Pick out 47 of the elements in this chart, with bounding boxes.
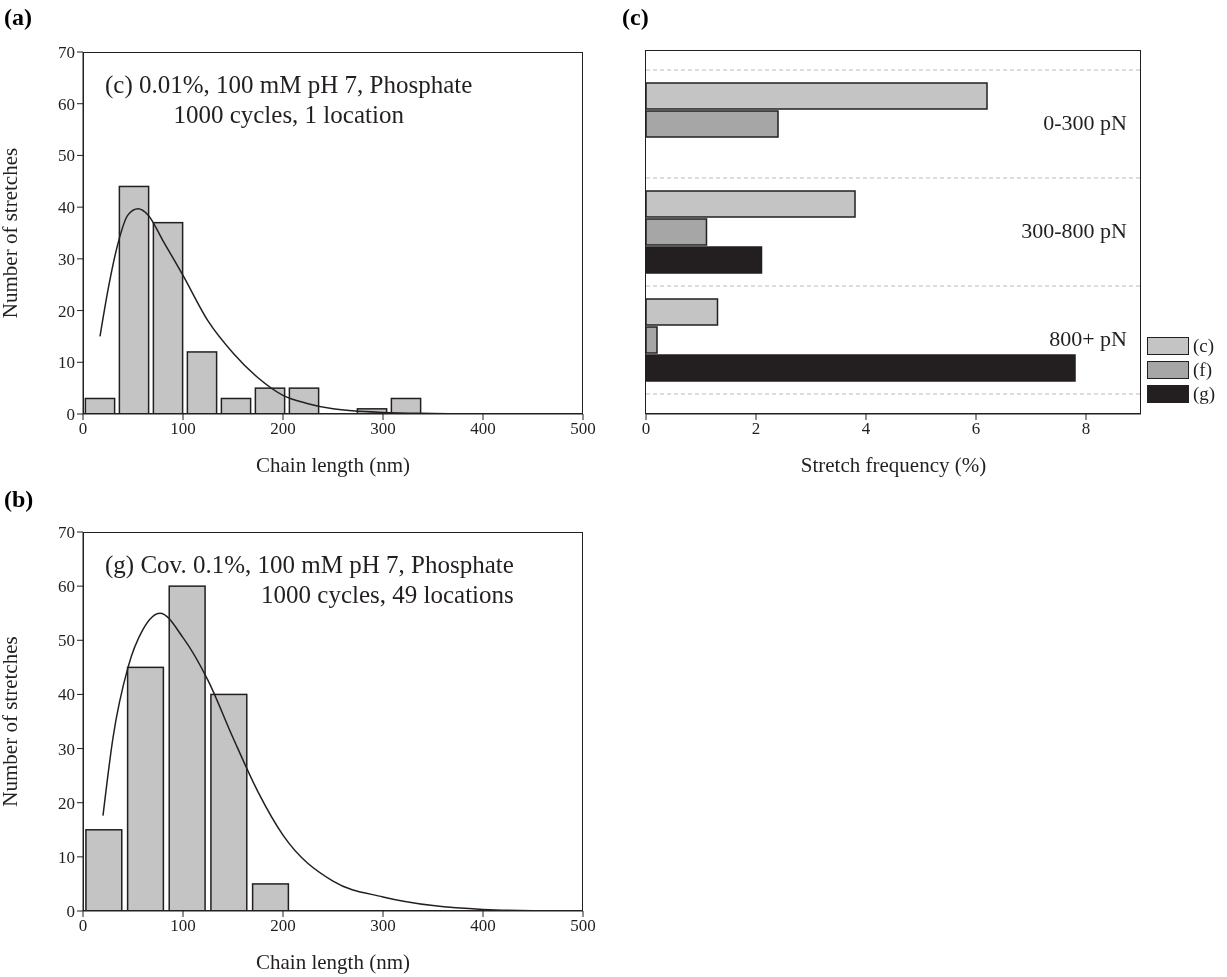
y-tick-label: 50 [58,146,75,166]
y-tick-label: 40 [58,198,75,218]
x-tick-label: 300 [370,916,396,936]
x-tick-label: 200 [270,916,296,936]
y-axis-title: Number of stretches [0,147,23,319]
chart-title: (c) [622,4,649,31]
y-tick-label: 20 [58,793,75,813]
legend-label: (f) [1193,358,1212,382]
legend-label: (c) [1193,334,1215,358]
x-tick-label: 6 [971,419,981,439]
chart-title: (b) [4,486,34,513]
y-tick-label: 0 [66,902,75,922]
y-tick-label: 60 [58,577,75,597]
annotation: (g) Cov. 0.1%, 100 mM pH 7, Phosphate 1000 cycles, 49 locations [105,550,514,610]
x-axis-title: Chain length (nm) [256,453,410,477]
y-tick-label: 300-800 pN [1021,218,1128,243]
x-tick-label: 100 [170,419,196,439]
x-tick-label: 8 [1081,419,1091,439]
y-tick-label: 50 [58,631,75,651]
x-tick-label: 100 [170,916,196,936]
y-tick-label: 20 [58,301,75,321]
y-tick-label: 70 [58,43,75,63]
y-tick-label: 0 [66,405,75,425]
x-tick-label: 500 [570,419,596,439]
x-tick-label: 300 [370,419,396,439]
y-tick-label: 800+ pN [1049,326,1128,351]
y-axis-title: Number of stretches [0,636,23,807]
y-tick-label: 10 [58,847,75,867]
x-tick-label: 400 [470,916,496,936]
y-tick-label: 10 [58,353,75,373]
x-tick-label: 0 [641,419,651,439]
x-axis-title: Chain length (nm) [256,950,410,974]
y-tick-label: 0-300 pN [1043,110,1128,135]
x-tick-label: 400 [470,419,496,439]
y-tick-label: 60 [58,94,75,114]
x-tick-label: 200 [270,419,296,439]
y-tick-label: 30 [58,739,75,759]
x-axis-title: Stretch frequency (%) [800,453,987,477]
y-tick-label: 30 [58,249,75,269]
chart-title: (a) [4,4,32,31]
legend-label: (g) [1193,382,1216,406]
y-tick-label: 40 [58,685,75,705]
x-tick-label: 4 [861,419,871,439]
x-tick-label: 500 [570,916,596,936]
y-tick-label: 70 [58,523,75,543]
x-tick-label: 2 [751,419,761,439]
annotation: (c) 0.01%, 100 mM pH 7, Phosphate 1000 cycles, 1 location [105,70,473,130]
